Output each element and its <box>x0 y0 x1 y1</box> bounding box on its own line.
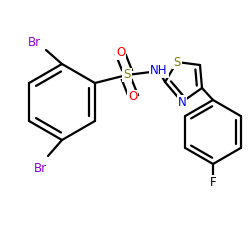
Text: Br: Br <box>34 162 46 174</box>
Text: NH: NH <box>150 64 168 78</box>
Text: Br: Br <box>28 36 40 49</box>
Text: F: F <box>210 176 216 188</box>
Text: S: S <box>173 56 181 68</box>
Text: S: S <box>123 68 130 82</box>
Text: O: O <box>128 90 138 104</box>
Text: N: N <box>178 96 186 108</box>
Text: O: O <box>116 46 126 60</box>
